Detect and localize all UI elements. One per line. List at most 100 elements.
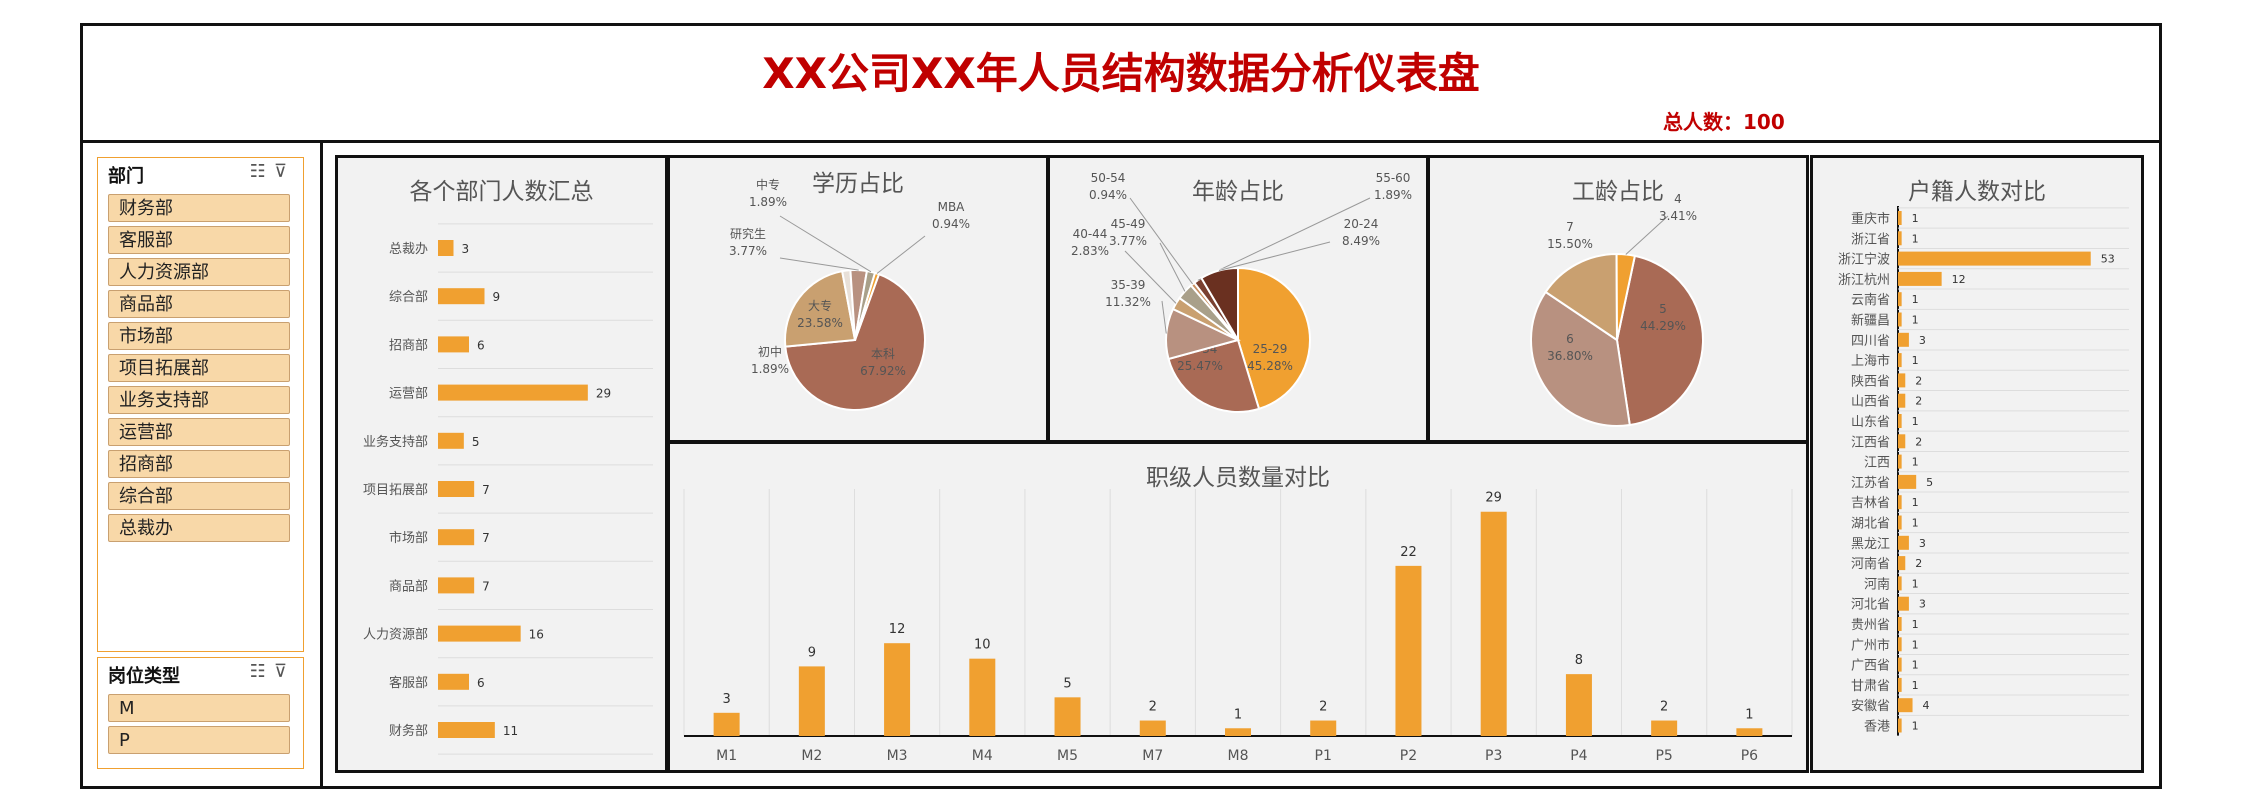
tick-label: 业务支持部: [363, 434, 428, 450]
data-label: 5: [1926, 476, 1933, 489]
slicer-department: 部门 ☷⊽ 财务部 客服部 人力资源部 商品部 市场部 项目拓展部 业务支持部 运营部 招商部综…: [97, 157, 304, 652]
leader-line: [1625, 215, 1669, 255]
leader-line: [779, 215, 872, 273]
slicer-item[interactable]: P: [108, 726, 290, 754]
bar: [1898, 353, 1902, 368]
bar: [1736, 728, 1763, 736]
bar: [1898, 393, 1906, 408]
tick-label: 项目拓展部: [363, 483, 428, 498]
data-label: 11.32%: [1105, 295, 1151, 309]
tick-label: P5: [1655, 748, 1672, 764]
bar: [1310, 720, 1337, 736]
bar: [1898, 271, 1942, 286]
tick-label: 安徽省: [1851, 699, 1890, 714]
tick-label: 江西: [1864, 456, 1890, 471]
tick-label: 江西省: [1851, 435, 1890, 450]
tick-label: 江苏省: [1851, 475, 1890, 491]
tick-label: 陕西省: [1851, 374, 1890, 389]
slicer-item[interactable]: 项目拓展部: [108, 354, 290, 382]
tick-label: 上海市: [1851, 353, 1890, 369]
slicer-item[interactable]: 总裁办: [108, 514, 290, 542]
data-label: 3: [1919, 598, 1926, 611]
slicer-column: [80, 140, 323, 789]
bar: [438, 432, 464, 449]
data-label: 3: [462, 242, 470, 256]
slicer-item[interactable]: 运营部: [108, 418, 290, 446]
data-label: 初中: [758, 344, 782, 359]
leader-line: [1159, 242, 1186, 292]
bar: [969, 658, 996, 736]
slicer-item[interactable]: 业务支持部: [108, 386, 290, 414]
slicer-item[interactable]: 招商部: [108, 450, 290, 478]
pie-slice: [854, 271, 881, 341]
bar: [438, 529, 475, 546]
tick-label: M7: [1142, 748, 1163, 764]
data-label: 29: [596, 387, 611, 401]
bar: [1898, 698, 1913, 713]
tick-label: 吉林省: [1851, 496, 1890, 511]
bar: [1898, 332, 1909, 347]
data-label: 1: [1912, 618, 1919, 631]
chart-title: 工龄占比: [1572, 179, 1664, 205]
data-label: 2: [1915, 395, 1922, 408]
data-label: 1: [1912, 415, 1919, 428]
multi-select-icon[interactable]: ☷: [249, 161, 274, 182]
data-label: 55-60: [1376, 171, 1411, 185]
panel-dept-count: 各个部门人数汇总 总裁办 3 综合部 9 招商部 6 运营部 29 业务支持部 5 项目拓展部 7 市场…: [335, 155, 668, 773]
tick-label: P4: [1570, 748, 1587, 764]
data-label: 25-29: [1253, 342, 1288, 356]
data-label: 6: [1566, 332, 1574, 346]
bar: [1898, 211, 1902, 225]
tick-label: M4: [972, 748, 993, 764]
data-label: 1: [1912, 659, 1919, 672]
data-label: 1: [1912, 212, 1919, 225]
tick-label: 黑龙江: [1851, 537, 1890, 552]
pie-slice: [1167, 338, 1261, 413]
tick-label: 河南省: [1851, 556, 1890, 572]
chart-title: 各个部门人数汇总: [409, 179, 594, 205]
bar: [1480, 511, 1507, 736]
data-label: 1: [1912, 456, 1919, 469]
tick-label: 广州市: [1851, 637, 1890, 653]
data-label: 10: [974, 638, 991, 653]
chart-title: 户籍人数对比: [1908, 179, 2046, 205]
data-label: 15.50%: [1547, 237, 1593, 251]
data-label: 本科: [871, 347, 895, 361]
bar: [438, 240, 454, 256]
clear-filter-icon[interactable]: ⊽: [273, 661, 295, 682]
clear-filter-icon[interactable]: ⊽: [273, 161, 295, 182]
bar: [1651, 720, 1678, 736]
data-label: 2: [1915, 374, 1922, 387]
data-label: 44.29%: [1640, 319, 1686, 333]
tick-label: 招商部: [389, 338, 428, 353]
slicer-item[interactable]: 综合部: [108, 482, 290, 510]
data-label: 3.77%: [1109, 234, 1147, 248]
pie-slice: [784, 270, 857, 348]
data-label: 3.41%: [1659, 209, 1697, 223]
data-label: 3: [1919, 334, 1926, 347]
data-label: 2: [1149, 700, 1157, 715]
data-label: 45.28%: [1247, 359, 1293, 373]
data-label: 9: [808, 645, 816, 660]
data-label: 9: [493, 290, 501, 304]
bar: [1898, 474, 1917, 489]
slicer-item[interactable]: 财务部: [108, 194, 290, 222]
slicer-item[interactable]: 商品部: [108, 290, 290, 318]
data-label: 35-39: [1111, 278, 1146, 292]
tick-label: 贵州省: [1851, 618, 1890, 633]
bar: [1898, 312, 1902, 327]
data-label: 大专: [808, 298, 832, 313]
tick-label: M8: [1228, 748, 1249, 764]
bar: [438, 722, 495, 738]
slicer-item[interactable]: M: [108, 694, 290, 722]
bar: [1898, 617, 1902, 631]
data-label: 20-24: [1344, 217, 1379, 231]
pie-slice: [1544, 252, 1619, 342]
slicer-item[interactable]: 人力资源部: [108, 258, 290, 286]
slicer-item[interactable]: 市场部: [108, 322, 290, 350]
slicer-item[interactable]: 客服部: [108, 226, 290, 254]
data-label: 8: [1575, 653, 1583, 668]
data-label: 2: [1915, 557, 1922, 570]
tick-label: 运营部: [389, 387, 428, 402]
multi-select-icon[interactable]: ☷: [249, 661, 274, 682]
